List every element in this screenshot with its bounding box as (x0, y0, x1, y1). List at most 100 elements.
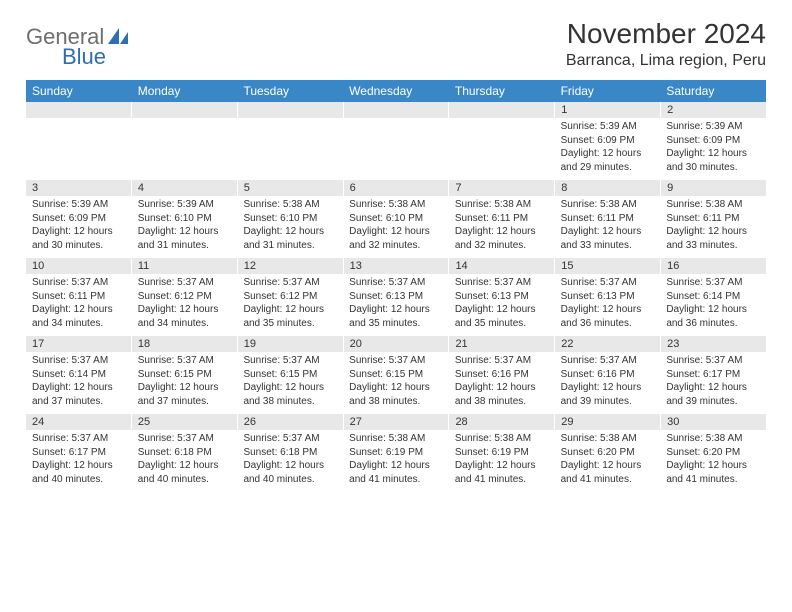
date-number: 8 (555, 180, 661, 196)
daylight-line: Daylight: 12 hours and 33 minutes. (666, 225, 760, 252)
day-cell: Sunrise: 5:37 AMSunset: 6:13 PMDaylight:… (343, 274, 449, 336)
week-block: 12Sunrise: 5:39 AMSunset: 6:09 PMDayligh… (26, 102, 766, 180)
day-cell: Sunrise: 5:37 AMSunset: 6:18 PMDaylight:… (237, 430, 343, 492)
date-number: 12 (238, 258, 344, 274)
sunset-line: Sunset: 6:19 PM (349, 446, 443, 460)
day-cell: Sunrise: 5:38 AMSunset: 6:11 PMDaylight:… (449, 196, 555, 258)
daylight-line: Daylight: 12 hours and 41 minutes. (455, 459, 549, 486)
sunset-line: Sunset: 6:18 PM (243, 446, 337, 460)
sunset-line: Sunset: 6:18 PM (138, 446, 232, 460)
date-number: 20 (344, 336, 450, 352)
daylight-line: Daylight: 12 hours and 34 minutes. (32, 303, 126, 330)
sunrise-line: Sunrise: 5:37 AM (666, 354, 760, 368)
date-number (449, 102, 555, 118)
date-number: 21 (449, 336, 555, 352)
logo-sail-icon (108, 28, 130, 46)
sunrise-line: Sunrise: 5:39 AM (666, 120, 760, 134)
day-cell: Sunrise: 5:38 AMSunset: 6:20 PMDaylight:… (555, 430, 661, 492)
daylight-line: Daylight: 12 hours and 32 minutes. (455, 225, 549, 252)
date-number: 14 (449, 258, 555, 274)
sunset-line: Sunset: 6:16 PM (561, 368, 655, 382)
week-content-row: Sunrise: 5:37 AMSunset: 6:14 PMDaylight:… (26, 352, 766, 414)
sunset-line: Sunset: 6:20 PM (666, 446, 760, 460)
date-number-row: 10111213141516 (26, 258, 766, 274)
sunrise-line: Sunrise: 5:37 AM (243, 432, 337, 446)
sunrise-line: Sunrise: 5:39 AM (32, 198, 126, 212)
day-cell: Sunrise: 5:38 AMSunset: 6:19 PMDaylight:… (343, 430, 449, 492)
page-title: November 2024 (566, 18, 766, 50)
daylight-line: Daylight: 12 hours and 33 minutes. (561, 225, 655, 252)
day-cell: Sunrise: 5:37 AMSunset: 6:18 PMDaylight:… (132, 430, 238, 492)
day-cell: Sunrise: 5:38 AMSunset: 6:11 PMDaylight:… (660, 196, 766, 258)
date-number: 23 (661, 336, 766, 352)
week-block: 10111213141516Sunrise: 5:37 AMSunset: 6:… (26, 258, 766, 336)
sunrise-line: Sunrise: 5:37 AM (138, 276, 232, 290)
calendar: SundayMondayTuesdayWednesdayThursdayFrid… (26, 80, 766, 492)
sunset-line: Sunset: 6:11 PM (561, 212, 655, 226)
date-number: 19 (238, 336, 344, 352)
daylight-line: Daylight: 12 hours and 29 minutes. (561, 147, 655, 174)
day-cell: Sunrise: 5:37 AMSunset: 6:13 PMDaylight:… (555, 274, 661, 336)
sunrise-line: Sunrise: 5:38 AM (455, 432, 549, 446)
daylight-line: Daylight: 12 hours and 38 minutes. (243, 381, 337, 408)
daylight-line: Daylight: 12 hours and 41 minutes. (561, 459, 655, 486)
daylight-line: Daylight: 12 hours and 38 minutes. (349, 381, 443, 408)
date-number: 27 (344, 414, 450, 430)
date-number: 6 (344, 180, 450, 196)
date-number: 2 (661, 102, 766, 118)
daylight-line: Daylight: 12 hours and 41 minutes. (666, 459, 760, 486)
day-cell: Sunrise: 5:37 AMSunset: 6:12 PMDaylight:… (237, 274, 343, 336)
day-cell: Sunrise: 5:37 AMSunset: 6:15 PMDaylight:… (132, 352, 238, 414)
date-number-row: 12 (26, 102, 766, 118)
sunrise-line: Sunrise: 5:39 AM (138, 198, 232, 212)
daylight-line: Daylight: 12 hours and 40 minutes. (243, 459, 337, 486)
date-number (344, 102, 450, 118)
day-cell: Sunrise: 5:39 AMSunset: 6:09 PMDaylight:… (26, 196, 132, 258)
sunrise-line: Sunrise: 5:37 AM (138, 354, 232, 368)
day-cell: Sunrise: 5:37 AMSunset: 6:17 PMDaylight:… (660, 352, 766, 414)
date-number: 22 (555, 336, 661, 352)
date-number: 15 (555, 258, 661, 274)
sunset-line: Sunset: 6:12 PM (243, 290, 337, 304)
sunrise-line: Sunrise: 5:38 AM (666, 432, 760, 446)
day-cell (343, 118, 449, 180)
date-number: 17 (26, 336, 132, 352)
sunrise-line: Sunrise: 5:38 AM (561, 198, 655, 212)
sunrise-line: Sunrise: 5:37 AM (455, 354, 549, 368)
sunrise-line: Sunrise: 5:37 AM (243, 354, 337, 368)
sunset-line: Sunset: 6:13 PM (349, 290, 443, 304)
sunset-line: Sunset: 6:17 PM (666, 368, 760, 382)
sunset-line: Sunset: 6:10 PM (243, 212, 337, 226)
day-cell (26, 118, 132, 180)
daylight-line: Daylight: 12 hours and 35 minutes. (243, 303, 337, 330)
weekday-label: Friday (555, 80, 661, 102)
day-cell: Sunrise: 5:37 AMSunset: 6:15 PMDaylight:… (343, 352, 449, 414)
sunset-line: Sunset: 6:10 PM (349, 212, 443, 226)
sunset-line: Sunset: 6:09 PM (666, 134, 760, 148)
date-number: 26 (238, 414, 344, 430)
sunrise-line: Sunrise: 5:38 AM (349, 198, 443, 212)
sunset-line: Sunset: 6:10 PM (138, 212, 232, 226)
daylight-line: Daylight: 12 hours and 40 minutes. (138, 459, 232, 486)
page-subtitle: Barranca, Lima region, Peru (566, 52, 766, 70)
sunrise-line: Sunrise: 5:37 AM (32, 354, 126, 368)
day-cell (449, 118, 555, 180)
daylight-line: Daylight: 12 hours and 37 minutes. (32, 381, 126, 408)
date-number-row: 17181920212223 (26, 336, 766, 352)
daylight-line: Daylight: 12 hours and 37 minutes. (138, 381, 232, 408)
date-number (238, 102, 344, 118)
daylight-line: Daylight: 12 hours and 36 minutes. (561, 303, 655, 330)
weekday-label: Saturday (660, 80, 766, 102)
day-cell: Sunrise: 5:38 AMSunset: 6:11 PMDaylight:… (555, 196, 661, 258)
day-cell: Sunrise: 5:37 AMSunset: 6:12 PMDaylight:… (132, 274, 238, 336)
sunrise-line: Sunrise: 5:37 AM (138, 432, 232, 446)
sunset-line: Sunset: 6:13 PM (455, 290, 549, 304)
date-number: 9 (661, 180, 766, 196)
sunset-line: Sunset: 6:11 PM (666, 212, 760, 226)
day-cell: Sunrise: 5:39 AMSunset: 6:09 PMDaylight:… (660, 118, 766, 180)
day-cell: Sunrise: 5:37 AMSunset: 6:13 PMDaylight:… (449, 274, 555, 336)
daylight-line: Daylight: 12 hours and 39 minutes. (561, 381, 655, 408)
sunrise-line: Sunrise: 5:38 AM (243, 198, 337, 212)
sunrise-line: Sunrise: 5:37 AM (32, 432, 126, 446)
daylight-line: Daylight: 12 hours and 35 minutes. (349, 303, 443, 330)
